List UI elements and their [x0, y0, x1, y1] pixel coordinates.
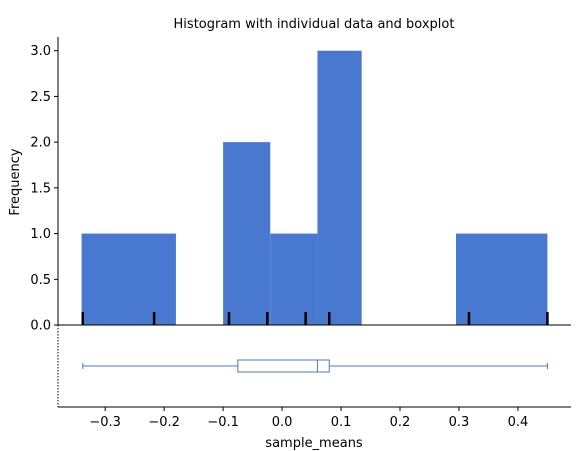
histogram-bar-1: [81, 233, 176, 325]
y-tick-label-7: 3.0: [30, 44, 51, 59]
y-tick-label-3: 1.0: [30, 227, 51, 242]
rug-marks: [81, 312, 549, 325]
histogram-panel: 0.0 0.5 1.0 1.5 2.0 2.5 3.0 Frequency: [8, 37, 571, 334]
histogram-bar-2: [223, 142, 271, 325]
histogram-bar-4: [317, 50, 362, 325]
y-tick-label-1: 0.0: [30, 319, 51, 334]
x-tick-label-6: 0.2: [390, 415, 411, 430]
x-tick-label-1: −0.3: [89, 415, 121, 430]
boxplot-panel: −0.3 −0.2 −0.1 0.0 0.1 0.2 0.3 0.4 sample_means: [57, 325, 571, 451]
boxplot-box: [237, 359, 330, 373]
x-ticks: −0.3 −0.2 −0.1 0.0 0.1 0.2 0.3 0.4: [89, 407, 528, 430]
x-tick-label-2: −0.2: [148, 415, 180, 430]
y-ticks: 0.0 0.5 1.0 1.5 2.0 2.5 3.0: [30, 44, 58, 334]
y-axis-label: Frequency: [8, 148, 23, 215]
y-tick-label-5: 2.0: [30, 136, 51, 151]
x-axis-label: sample_means: [265, 436, 363, 451]
x-tick-label-5: 0.1: [331, 415, 352, 430]
boxplot: [82, 359, 548, 373]
x-tick-label-7: 0.3: [449, 415, 470, 430]
x-tick-label-4: 0.0: [272, 415, 293, 430]
y-tick-label-6: 2.5: [30, 90, 51, 105]
chart-title: Histogram with individual data and boxpl…: [174, 17, 455, 32]
histogram-bar-3: [270, 233, 318, 325]
y-tick-label-4: 1.5: [30, 181, 51, 196]
x-tick-label-3: −0.1: [207, 415, 239, 430]
x-tick-label-8: 0.4: [508, 415, 529, 430]
histogram-bar-5: [456, 233, 548, 325]
histogram-bars: [81, 50, 548, 325]
y-tick-label-2: 0.5: [30, 273, 51, 288]
